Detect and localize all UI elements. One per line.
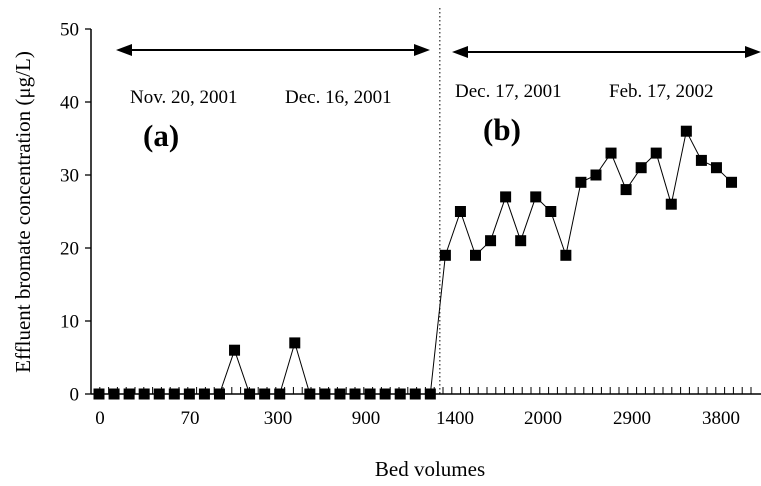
x-tick-label: 70 <box>181 408 200 429</box>
period-b-start-date: Dec. 17, 2001 <box>455 81 562 102</box>
data-point <box>665 198 677 210</box>
data-point <box>198 388 210 400</box>
data-point <box>183 388 195 400</box>
period-b-label: (b) <box>483 112 521 147</box>
data-point <box>575 176 587 188</box>
data-point <box>680 125 692 137</box>
arrow-head-left <box>116 44 132 56</box>
period-a-start-date: Nov. 20, 2001 <box>130 87 238 108</box>
data-point <box>515 235 527 247</box>
period-a-arrow <box>116 44 430 56</box>
data-point <box>620 184 632 196</box>
data-point <box>319 388 331 400</box>
data-point <box>349 388 361 400</box>
data-point <box>93 388 105 400</box>
data-point <box>439 249 451 261</box>
data-point <box>650 147 662 159</box>
data-point <box>364 388 376 400</box>
data-point <box>605 147 617 159</box>
data-point <box>635 162 647 174</box>
data-point <box>168 388 180 400</box>
period-annotations <box>116 8 761 394</box>
data-point <box>334 388 346 400</box>
period-a-label: (a) <box>143 118 179 153</box>
data-points <box>93 125 738 400</box>
data-point <box>108 388 120 400</box>
data-point <box>695 154 707 166</box>
x-tick-label: 2000 <box>524 408 562 429</box>
data-point <box>379 388 391 400</box>
data-point <box>304 388 316 400</box>
period-b-arrow <box>452 46 761 58</box>
y-tick-label: 40 <box>60 93 79 114</box>
arrow-head-left <box>452 46 468 58</box>
data-point <box>530 191 542 203</box>
x-tick-label: 900 <box>352 408 381 429</box>
data-point <box>259 388 271 400</box>
y-tick-label: 50 <box>60 20 79 41</box>
data-point <box>138 388 150 400</box>
x-tick-label: 1400 <box>436 408 474 429</box>
data-point <box>394 388 406 400</box>
data-point <box>409 388 421 400</box>
data-point <box>545 206 557 217</box>
data-point <box>485 235 497 247</box>
data-point <box>424 388 436 400</box>
data-point <box>244 388 256 400</box>
x-tick-label: 3800 <box>702 408 740 429</box>
x-tick-labels: 0 70 300 900 1400 2000 2900 3800 <box>95 408 740 429</box>
data-point <box>274 388 286 400</box>
data-point <box>123 388 135 400</box>
period-a-end-date: Dec. 16, 2001 <box>285 87 392 108</box>
x-tick-label: 300 <box>264 408 293 429</box>
x-tick-label: 2900 <box>613 408 651 429</box>
data-point <box>500 191 512 203</box>
data-point <box>213 388 225 400</box>
data-point <box>470 249 481 261</box>
data-point <box>454 206 466 217</box>
period-b-end-date: Feb. 17, 2002 <box>609 81 714 102</box>
y-tick-label: 10 <box>60 312 79 333</box>
y-tick-label: 30 <box>60 166 79 187</box>
x-tick-label: 0 <box>95 408 105 429</box>
data-point <box>710 162 722 174</box>
data-point <box>289 337 301 349</box>
x-axis-title: Bed volumes <box>375 457 485 481</box>
y-tick-label: 0 <box>70 385 80 406</box>
data-point <box>229 344 241 356</box>
data-point <box>153 388 165 400</box>
y-tick-label: 20 <box>60 239 79 260</box>
data-point <box>726 176 738 188</box>
data-point <box>590 169 602 181</box>
data-point <box>560 249 572 261</box>
arrow-head-right <box>414 44 430 56</box>
arrow-head-right <box>745 46 761 58</box>
y-tick-labels: 0 10 20 30 40 50 <box>60 20 79 406</box>
y-axis-title: Effluent bromate concentration (μg/L) <box>11 51 35 373</box>
